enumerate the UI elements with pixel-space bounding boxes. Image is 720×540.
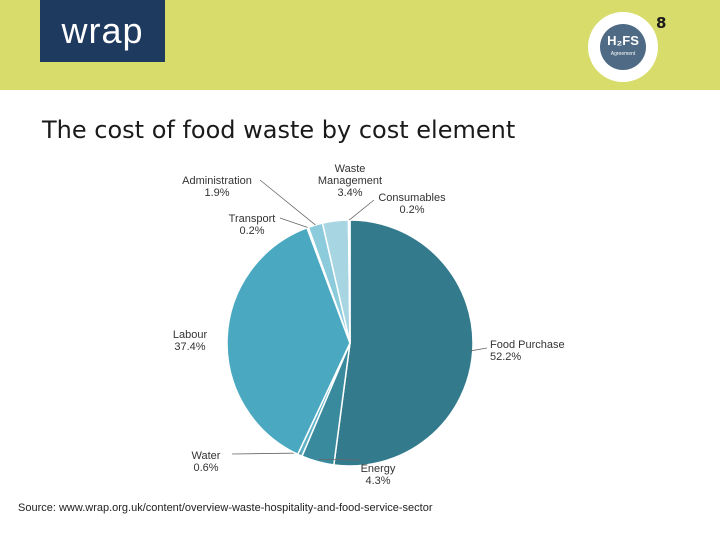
pie-slice-labour (226, 226, 351, 456)
badge-subtitle: Agreement (610, 51, 636, 57)
pie-slice-consumables (347, 219, 351, 344)
slice-value-label: 37.4% (174, 341, 205, 353)
slice-label: Water (192, 450, 221, 462)
slice-value-label: 4.3% (365, 475, 390, 487)
leader-line (231, 452, 301, 455)
slice-value-label: 52.2% (490, 351, 521, 363)
slice-value-label: 1.9% (204, 187, 229, 199)
slice-label: Energy (361, 463, 396, 475)
slice-label: Management (318, 175, 382, 187)
page-number: 8 (656, 14, 667, 32)
logo-text: wrap (61, 10, 144, 51)
leader-line (348, 199, 375, 221)
leader-line (259, 179, 316, 226)
slice-label: Waste (335, 163, 366, 175)
slice-label: Food Purchase (490, 339, 565, 351)
slide-title: The cost of food waste by cost element (42, 116, 516, 144)
badge-inner: H₂FS Agreement (600, 24, 646, 70)
slice-value-label: 0.2% (399, 204, 424, 216)
badge-title: H₂FS (607, 33, 639, 48)
slice-label: Consumables (378, 192, 446, 204)
pie-slice-food-purchase (333, 219, 474, 467)
slice-label: Transport (229, 213, 276, 225)
h2fs-badge-icon: H₂FS Agreement (588, 12, 658, 82)
slice-value-label: 0.6% (193, 462, 218, 474)
slice-value-label: 3.4% (337, 187, 362, 199)
wrap-logo: wrap (40, 0, 165, 62)
source-note: Source: www.wrap.org.uk/content/overview… (18, 502, 433, 514)
leader-line (318, 458, 361, 461)
slice-value-label: 0.2% (239, 225, 264, 237)
slice-label: Labour (173, 329, 208, 341)
leader-line (279, 217, 308, 228)
slice-label: Administration (182, 175, 252, 187)
header-band: wrap H₂FS Agreement 8 (0, 0, 720, 90)
leader-line (470, 347, 488, 352)
